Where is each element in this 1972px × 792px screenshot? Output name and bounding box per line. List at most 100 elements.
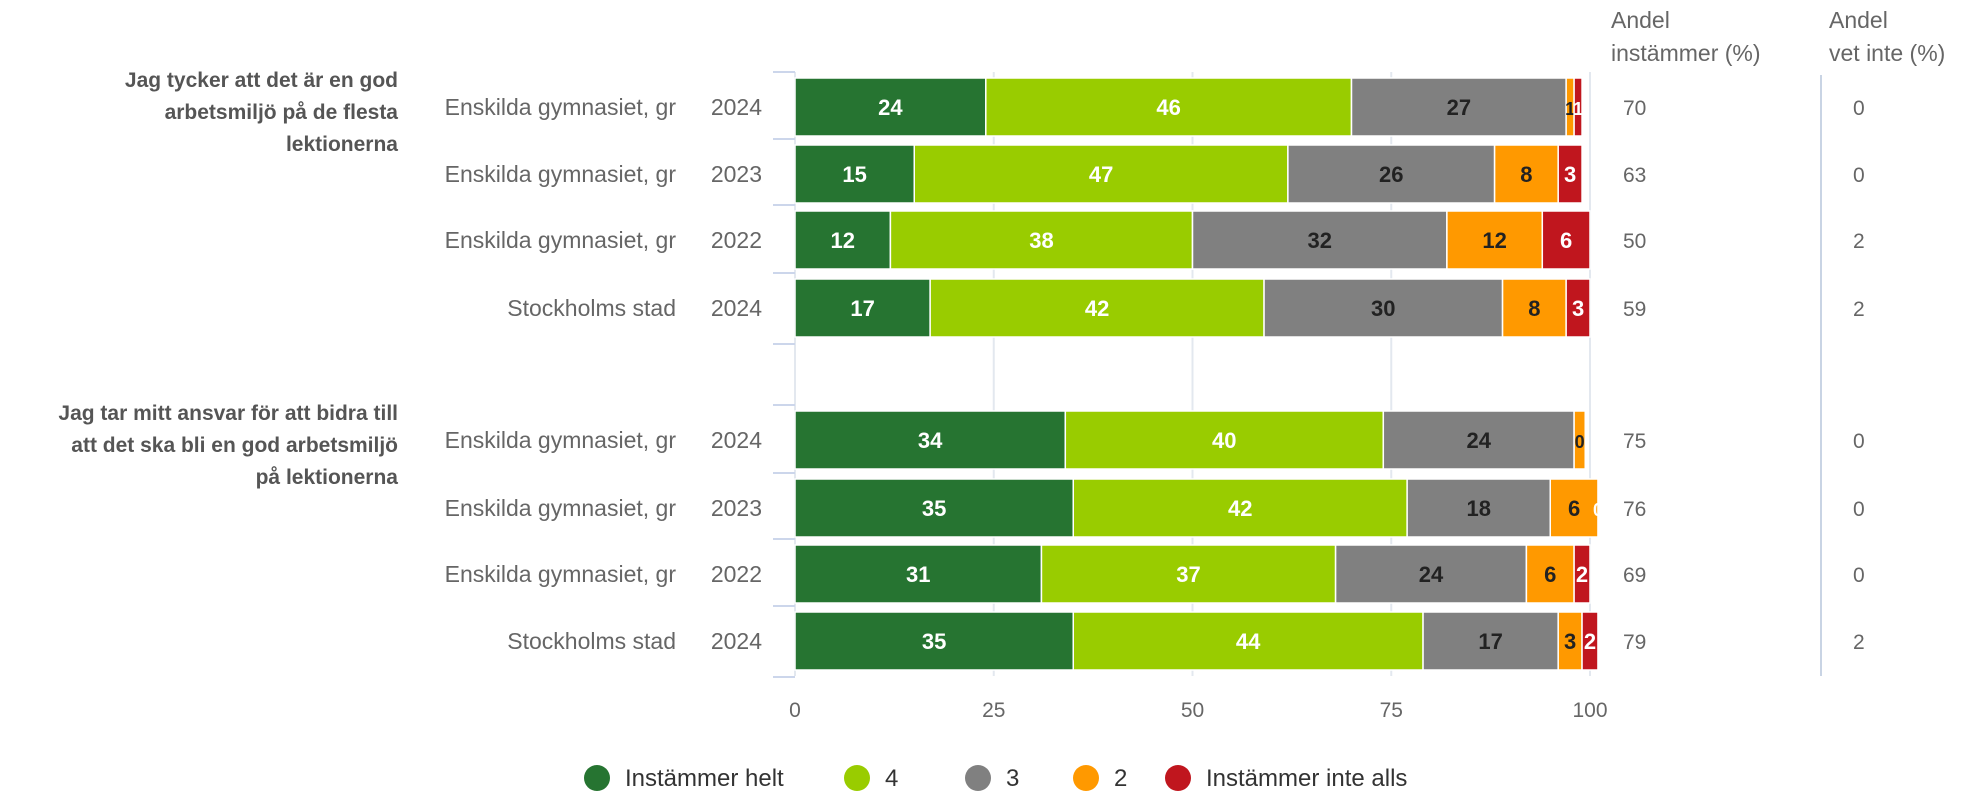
data-label: 18 (1466, 496, 1490, 521)
bar-segment (794, 611, 1074, 671)
data-label: 6 (1544, 562, 1556, 587)
data-label: 27 (1447, 95, 1471, 120)
row-label: Stockholms stad (507, 628, 676, 654)
legend-label: Instämmer helt (625, 765, 784, 792)
data-label: 8 (1520, 162, 1532, 187)
row-year: 2023 (711, 495, 762, 521)
data-label: 24 (1466, 428, 1491, 453)
data-label: 3 (1564, 162, 1576, 187)
data-label: 17 (850, 296, 874, 321)
bar-segment (1382, 410, 1575, 470)
bar-segment (1446, 210, 1544, 270)
row-label: Enskilda gymnasiet, gr (445, 227, 677, 253)
bar-segment (794, 478, 1074, 538)
data-label: 32 (1307, 228, 1331, 253)
legend: Instämmer helt 4 3 2 Instämmer inte alls (584, 765, 1407, 792)
dont-know-value: 0 (1853, 97, 1865, 120)
data-label: 17 (1478, 629, 1502, 654)
question-label-line: lektionerna (286, 133, 398, 156)
legend-marker (1165, 765, 1191, 791)
bar-segment (1573, 410, 1586, 470)
row-year: 2022 (711, 561, 762, 587)
bar-segment (794, 410, 1067, 470)
x-tick-label: 50 (1181, 699, 1204, 722)
data-label: 31 (906, 562, 930, 587)
data-label: 2 (1576, 562, 1588, 587)
data-label: 24 (1419, 562, 1444, 587)
data-label: 8 (1528, 296, 1540, 321)
legend-marker (965, 765, 991, 791)
data-label: 3 (1572, 296, 1584, 321)
data-label: 46 (1156, 95, 1180, 120)
agree-value: 50 (1623, 230, 1646, 253)
bar-segment (794, 77, 987, 137)
x-tick-label: 25 (982, 699, 1005, 722)
data-label: 2 (1584, 629, 1596, 654)
legend-label: Instämmer inte alls (1206, 765, 1407, 792)
data-label: 1 (1573, 99, 1583, 119)
data-label: 0 (1575, 432, 1585, 452)
agree-value: 70 (1623, 97, 1646, 120)
data-label: 38 (1029, 228, 1053, 253)
data-label: 6 (1568, 496, 1580, 521)
question-label-line: Jag tar mitt ansvar för att bidra till (58, 402, 398, 425)
x-tick-label: 75 (1380, 699, 1403, 722)
legend-marker (844, 765, 870, 791)
bar-segment (1072, 478, 1408, 538)
dont-know-value: 2 (1853, 631, 1865, 654)
agree-value: 76 (1623, 498, 1646, 521)
bar-segment (1263, 278, 1504, 338)
row-label: Enskilda gymnasiet, gr (445, 561, 677, 587)
x-tick-label: 0 (789, 699, 801, 722)
x-tick-label: 100 (1572, 699, 1607, 722)
legend-label: 4 (885, 765, 898, 792)
summary-columns: Andel instämmer (%) Andel vet inte (%) 7… (1611, 7, 1945, 676)
dont-know-value: 0 (1853, 164, 1865, 187)
bar-segment (1493, 144, 1559, 204)
row-label: Enskilda gymnasiet, gr (445, 427, 677, 453)
bar-segment (1334, 544, 1528, 604)
dont-know-value: 2 (1853, 230, 1865, 253)
data-label: 0 (1593, 500, 1603, 520)
data-label: 12 (1482, 228, 1506, 253)
question-label-line: arbetsmiljö på de flesta (165, 101, 399, 124)
bar-segment (913, 144, 1289, 204)
row-label: Stockholms stad (507, 295, 676, 321)
data-label: 26 (1379, 162, 1403, 187)
bar-segment (794, 544, 1043, 604)
agree-header-line-2: instämmer (%) (1611, 40, 1761, 66)
dont-know-header-line-2: vet inte (%) (1829, 40, 1945, 66)
data-label: 12 (830, 228, 854, 253)
data-label: 40 (1212, 428, 1236, 453)
legend-marker (1073, 765, 1099, 791)
row-label: Enskilda gymnasiet, gr (445, 161, 677, 187)
bar-segment (1287, 144, 1496, 204)
dont-know-value: 0 (1853, 430, 1865, 453)
row-year: 2024 (711, 628, 762, 654)
data-label: 42 (1085, 296, 1109, 321)
bar-segment (1350, 77, 1567, 137)
bar-segment (1573, 77, 1583, 137)
bar-segment (1581, 611, 1599, 671)
bar-segment (1549, 478, 1599, 538)
data-label: 15 (842, 162, 866, 187)
dont-know-header-line-1: Andel (1829, 7, 1888, 33)
legend-label: 2 (1114, 765, 1127, 792)
bar-segment (794, 278, 931, 338)
row-year: 2023 (711, 161, 762, 187)
bar-segment (889, 210, 1194, 270)
x-axis: 0 25 50 75 100 (789, 699, 1607, 722)
agree-header-line-1: Andel (1611, 7, 1670, 33)
row-label: Enskilda gymnasiet, gr (445, 94, 677, 120)
question-label-line: på lektionerna (256, 466, 399, 489)
bar-segment (794, 144, 915, 204)
row-year: 2024 (711, 94, 762, 120)
agree-value: 69 (1623, 564, 1646, 587)
agree-value: 75 (1623, 430, 1646, 453)
agree-value: 63 (1623, 164, 1646, 187)
data-label: 37 (1176, 562, 1200, 587)
bar-segment (794, 210, 892, 270)
bar-segment (1501, 278, 1567, 338)
